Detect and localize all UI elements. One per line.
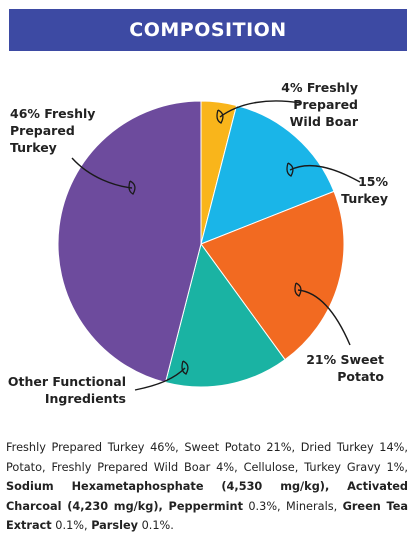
ingredient-text-5: Parsley [91, 519, 138, 532]
label-arrow-freshly-prepared-turkey [71, 157, 133, 189]
ingredient-text-0: Freshly Prepared Turkey 46%, Sweet Potat… [6, 441, 408, 474]
ingredient-text-4: 0.1%, [51, 519, 92, 532]
pie-chart: 4% Freshly Prepared Wild Boar 15% Turkey 21% … [8, 80, 389, 406]
arrow-head-wild-boar [216, 109, 224, 124]
ingredient-text-6: 0.1%. [137, 519, 174, 532]
label-arrow-sweet-potato [297, 289, 351, 346]
ingredients-list: Freshly Prepared Turkey 46%, Sweet Potat… [6, 438, 408, 536]
arrow-head-freshly-prepared-turkey [128, 180, 136, 195]
slice-label-sweet-potato: 21% Sweet Potato [306, 352, 384, 384]
pie-slice-freshly-prepared-turkey [57, 100, 202, 384]
ingredient-text-1: Sodium Hexametaphosphate (4,530 mg/kg), … [6, 480, 408, 513]
label-arrow-wild-boar [219, 100, 301, 118]
pie-slices [57, 100, 345, 388]
ingredient-text-3: Green Tea Extract [6, 499, 408, 533]
arrow-head-sweet-potato [294, 282, 302, 297]
slice-label-other-functional: Other Functional Ingredients [8, 374, 126, 406]
title-bar: COMPOSITION [9, 9, 407, 51]
pie-slice-sweet-potato [200, 190, 345, 361]
label-arrow-turkey [289, 164, 361, 183]
arrow-head-turkey [286, 162, 294, 177]
slice-label-wild-boar: 4% Freshly Prepared Wild Boar [281, 80, 359, 129]
slice-label-freshly-prepared-turkey: 46% Freshly Prepared Turkey [10, 106, 95, 155]
page-title: COMPOSITION [129, 19, 287, 41]
arrow-head-other-functional [181, 360, 189, 375]
label-arrows [71, 100, 361, 391]
ingredient-text-2: 0.3%, Minerals, [242, 499, 343, 513]
pie-slice-other-functional [164, 242, 286, 388]
pie-slice-turkey [200, 104, 335, 245]
slice-label-turkey: 15% Turkey [341, 174, 388, 206]
slice-labels: 4% Freshly Prepared Wild Boar 15% Turkey 21% … [8, 80, 389, 406]
